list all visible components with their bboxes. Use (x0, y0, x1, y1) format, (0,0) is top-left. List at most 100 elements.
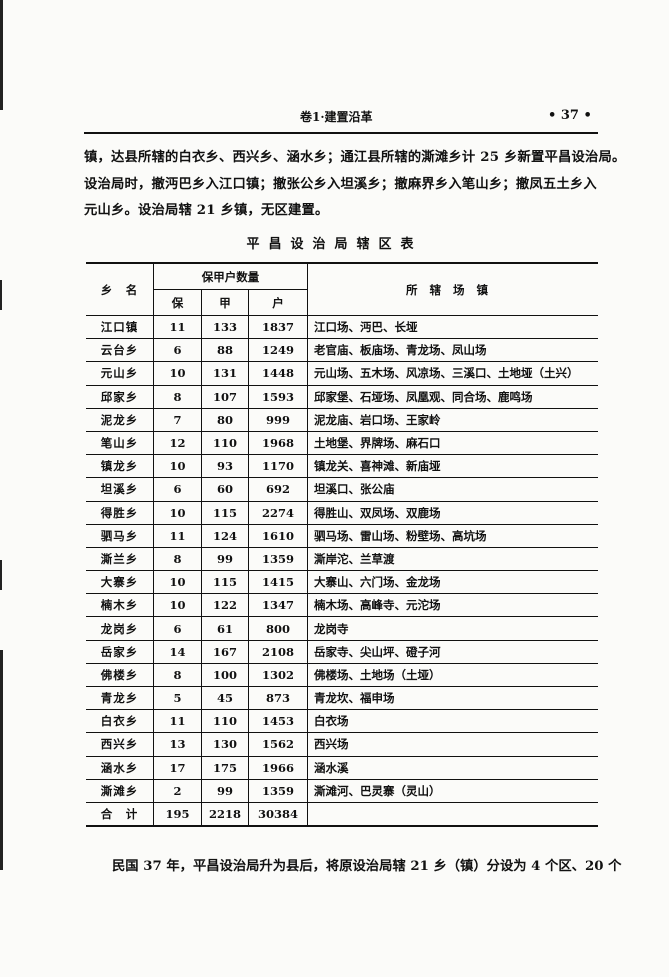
cell-jia: 60 (201, 477, 249, 502)
cell-jia: 99 (201, 547, 249, 572)
table-total-row: 合 计 195 2218 30384 (86, 802, 598, 827)
cell-places (307, 802, 598, 827)
cell-places: 土地堡、界牌场、麻石口 (307, 431, 598, 456)
cell-places: 澌滩河、巴灵寨（灵山） (307, 779, 598, 803)
header-jia: 甲 (201, 289, 249, 316)
cell-hu: 1359 (248, 779, 308, 803)
paragraph-top: 镇，达县所辖的白衣乡、西兴乡、涵水乡；通江县所辖的澌滩乡计 25 乡新置平昌设治… (84, 145, 625, 225)
cell-hu: 30384 (248, 802, 308, 827)
header-rule (84, 132, 598, 134)
cell-bao: 6 (153, 477, 202, 502)
cell-jia: 115 (201, 501, 249, 525)
cell-places: 江口场、沔巴、长垭 (307, 315, 598, 340)
cell-places: 龙岗寺 (307, 616, 598, 641)
cell-places: 元山场、五木场、风凉场、三溪口、土地垭（土兴） (307, 361, 598, 386)
cell-places: 岳家寺、尖山坪、磴子河 (307, 640, 598, 664)
cell-jia: 107 (201, 385, 249, 409)
table-row: 笔山乡 12 110 1968 土地堡、界牌场、麻石口 (86, 431, 598, 456)
cell-hu: 800 (248, 616, 308, 641)
cell-bao: 8 (153, 663, 202, 688)
table-row: 元山乡 10 131 1448 元山场、五木场、风凉场、三溪口、土地垭（土兴） (86, 361, 598, 386)
table-row: 西兴乡 13 130 1562 西兴场 (86, 732, 598, 757)
cell-name: 泥龙乡 (86, 408, 154, 432)
table-row: 云台乡 6 88 1249 老官庙、板庙场、青龙场、凤山场 (86, 338, 598, 363)
cell-jia: 131 (201, 361, 249, 386)
cell-name: 涵水乡 (86, 756, 154, 780)
cell-jia: 61 (201, 616, 249, 641)
table-row: 楠木乡 10 122 1347 楠木场、高峰寺、元沱场 (86, 593, 598, 618)
cell-places: 澌岸沱、兰草渡 (307, 547, 598, 572)
cell-name: 岳家乡 (86, 640, 154, 664)
cell-hu: 873 (248, 686, 308, 711)
cell-name: 西兴乡 (86, 732, 154, 757)
table-title: 平昌设治局辖区表 (246, 237, 423, 252)
cell-name: 镇龙乡 (86, 454, 154, 479)
cell-name: 江口镇 (86, 315, 154, 340)
cell-bao: 13 (153, 732, 202, 757)
cell-bao: 7 (153, 408, 202, 432)
cell-places: 佛楼场、土地场（土垭） (307, 663, 598, 688)
cell-hu: 1448 (248, 361, 308, 386)
cell-hu: 1249 (248, 338, 308, 363)
cell-hu: 1968 (248, 431, 308, 456)
cell-bao: 10 (153, 454, 202, 479)
table-row: 大寨乡 10 115 1415 大寨山、六门场、金龙场 (86, 570, 598, 595)
cell-name: 邱家乡 (86, 385, 154, 409)
cell-places: 西兴场 (307, 732, 598, 757)
cell-places: 得胜山、双凤场、双鹿场 (307, 501, 598, 525)
cell-name: 合 计 (86, 802, 154, 827)
table-row: 镇龙乡 10 93 1170 镇龙关、喜神滩、新庙垭 (86, 454, 598, 479)
cell-name: 楠木乡 (86, 593, 154, 618)
cell-bao: 5 (153, 686, 202, 711)
cell-hu: 1593 (248, 385, 308, 409)
cell-hu: 1453 (248, 709, 308, 734)
cell-jia: 45 (201, 686, 249, 711)
paragraph-line: 元山乡。设治局辖 21 乡镇，无区建置。 (84, 203, 329, 218)
cell-bao: 6 (153, 338, 202, 363)
cell-hu: 692 (248, 477, 308, 502)
cell-places: 白衣场 (307, 709, 598, 734)
cell-bao: 8 (153, 547, 202, 572)
cell-jia: 93 (201, 454, 249, 479)
cell-hu: 1610 (248, 524, 308, 548)
table-row: 澌滩乡 2 99 1359 澌滩河、巴灵寨（灵山） (86, 779, 598, 803)
cell-jia: 110 (201, 709, 249, 734)
cell-places: 泥龙庙、岩口场、王家岭 (307, 408, 598, 432)
page-number: • 37 • (548, 108, 592, 123)
paragraph-line: 设治局时，撤沔巴乡入江口镇；撤张公乡入坦溪乡；撤麻界乡入笔山乡；撤凤五土乡入 (84, 176, 597, 192)
cell-bao: 10 (153, 361, 202, 386)
header-bao: 保 (153, 289, 202, 316)
cell-name: 龙岗乡 (86, 616, 154, 641)
cell-hu: 1966 (248, 756, 308, 780)
cell-places: 青龙坎、福申场 (307, 686, 598, 711)
cell-jia: 99 (201, 779, 249, 803)
cell-bao: 11 (153, 524, 202, 548)
cell-jia: 122 (201, 593, 249, 618)
cell-jia: 167 (201, 640, 249, 664)
cell-hu: 1837 (248, 315, 308, 340)
cell-bao: 8 (153, 385, 202, 409)
table-row: 驷马乡 11 124 1610 驷马场、雷山场、粉壁场、高坑场 (86, 524, 598, 548)
cell-jia: 175 (201, 756, 249, 780)
cell-hu: 1170 (248, 454, 308, 479)
scan-edge-mark (0, 560, 2, 590)
table-row: 邱家乡 8 107 1593 邱家堡、石垭场、凤凰观、同合场、鹿鸣场 (86, 385, 598, 409)
cell-name: 佛楼乡 (86, 663, 154, 688)
table-row: 白衣乡 11 110 1453 白衣场 (86, 709, 598, 734)
header-hu: 户 (248, 289, 308, 316)
cell-bao: 14 (153, 640, 202, 664)
cell-places: 涵水溪 (307, 756, 598, 780)
cell-jia: 115 (201, 570, 249, 595)
cell-bao: 6 (153, 616, 202, 641)
cell-bao: 10 (153, 501, 202, 525)
cell-name: 白衣乡 (86, 709, 154, 734)
table-row: 坦溪乡 6 60 692 坦溪口、张公庙 (86, 477, 598, 502)
table-row: 得胜乡 10 115 2274 得胜山、双凤场、双鹿场 (86, 501, 598, 525)
cell-hu: 1359 (248, 547, 308, 572)
header-places: 所辖场镇 (307, 263, 598, 316)
table-row: 岳家乡 14 167 2108 岳家寺、尖山坪、磴子河 (86, 640, 598, 664)
paragraph-bottom: 民国 37 年，平昌设治局升为县后，将原设治局辖 21 乡（镇）分设为 4 个区… (112, 859, 622, 874)
cell-places: 坦溪口、张公庙 (307, 477, 598, 502)
cell-name: 元山乡 (86, 361, 154, 386)
scan-edge-mark (0, 650, 3, 870)
